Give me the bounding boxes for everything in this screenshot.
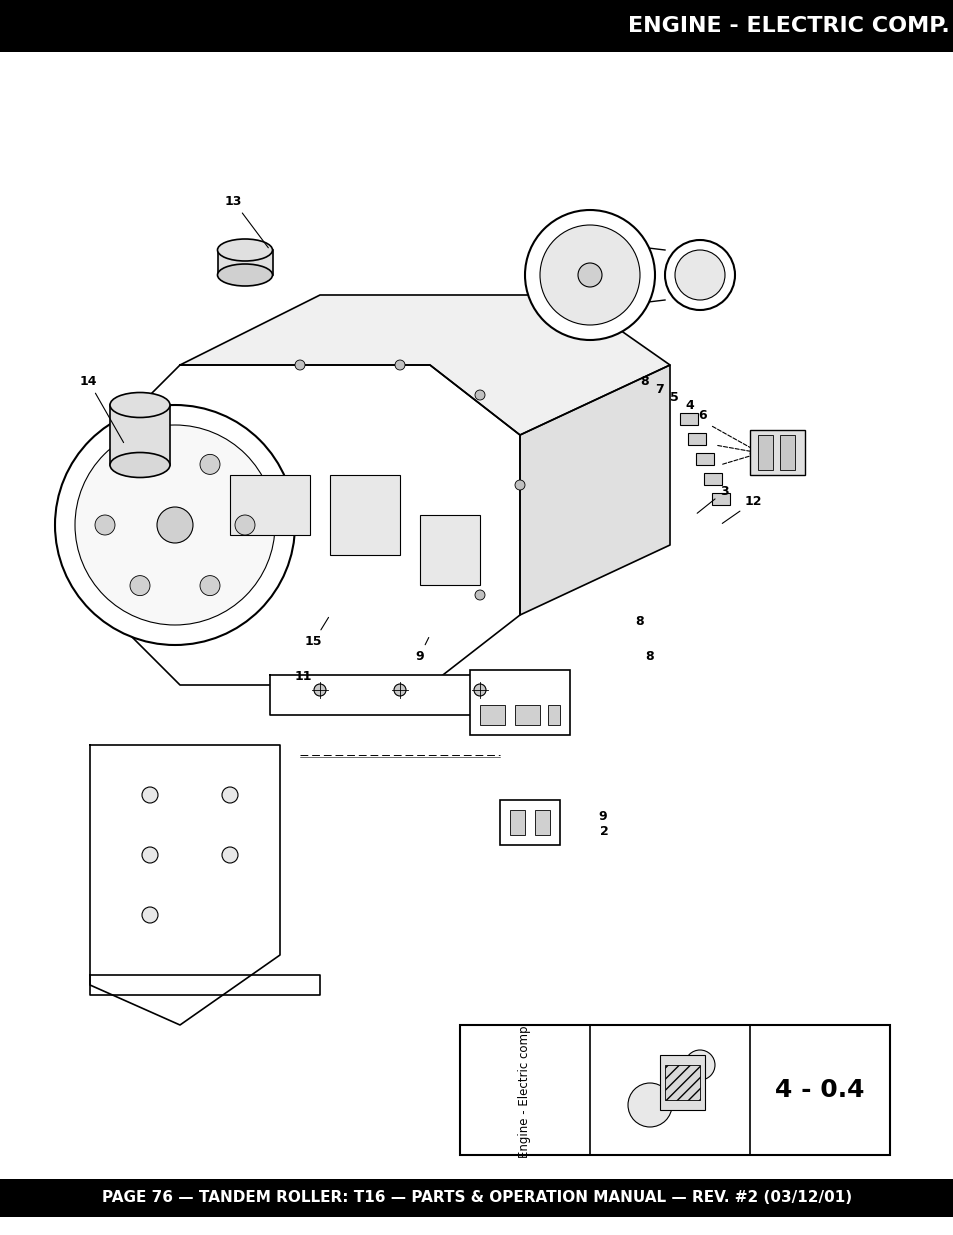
Bar: [218, 249, 273, 275]
Bar: [664, 1065, 700, 1100]
Circle shape: [664, 240, 734, 310]
Text: 8: 8: [644, 650, 653, 663]
Polygon shape: [90, 974, 319, 995]
Text: 2: 2: [599, 825, 608, 839]
Circle shape: [130, 454, 150, 474]
Bar: [0, 0, 953, 52]
Bar: [780, 435, 794, 471]
Circle shape: [578, 263, 601, 287]
Bar: [230, 475, 310, 535]
Ellipse shape: [217, 264, 273, 287]
Text: Engine - Electric comp.: Engine - Electric comp.: [518, 1021, 531, 1158]
Text: 9: 9: [415, 637, 428, 663]
Circle shape: [314, 684, 326, 697]
Text: 11: 11: [294, 671, 313, 683]
Circle shape: [222, 847, 237, 863]
Circle shape: [142, 787, 158, 803]
Circle shape: [55, 405, 294, 645]
Circle shape: [294, 359, 305, 370]
Polygon shape: [519, 366, 669, 615]
Circle shape: [475, 590, 484, 600]
Bar: [659, 1055, 704, 1110]
Text: 12: 12: [721, 495, 761, 524]
Bar: [703, 473, 721, 485]
Text: 13: 13: [225, 195, 268, 248]
Text: 14: 14: [80, 375, 124, 442]
Circle shape: [130, 576, 150, 595]
Circle shape: [474, 684, 485, 697]
Text: 5: 5: [669, 391, 678, 404]
Ellipse shape: [110, 452, 170, 478]
Circle shape: [627, 1083, 671, 1128]
Text: 6: 6: [698, 409, 706, 422]
Circle shape: [75, 425, 274, 625]
Bar: [0, 1179, 953, 1216]
Circle shape: [157, 508, 193, 543]
Circle shape: [475, 390, 484, 400]
Bar: [510, 810, 524, 835]
Circle shape: [394, 684, 406, 697]
Bar: [758, 435, 772, 471]
Ellipse shape: [110, 393, 170, 417]
Circle shape: [200, 454, 220, 474]
Text: 8: 8: [635, 615, 643, 629]
Circle shape: [222, 787, 237, 803]
Text: ENGINE - ELECTRIC COMP.: ENGINE - ELECTRIC COMP.: [628, 16, 949, 36]
Text: 3: 3: [697, 485, 728, 514]
Circle shape: [395, 359, 405, 370]
Circle shape: [142, 906, 158, 923]
Bar: [330, 475, 399, 555]
Bar: [687, 433, 705, 445]
Bar: [419, 515, 479, 585]
Bar: [679, 412, 698, 425]
Circle shape: [200, 576, 220, 595]
Bar: [499, 800, 559, 845]
Bar: [110, 405, 170, 466]
Circle shape: [675, 249, 724, 300]
Polygon shape: [130, 366, 519, 685]
Circle shape: [515, 480, 524, 490]
Circle shape: [142, 847, 158, 863]
Text: 4: 4: [684, 399, 693, 412]
Bar: [696, 453, 713, 466]
Text: 4 - 0.4: 4 - 0.4: [775, 1078, 863, 1102]
Bar: [547, 705, 559, 725]
Bar: [459, 1025, 889, 1155]
Text: 8: 8: [639, 375, 648, 388]
Bar: [535, 810, 550, 835]
Text: 15: 15: [305, 618, 328, 648]
Bar: [515, 705, 539, 725]
Bar: [711, 493, 729, 505]
Circle shape: [539, 225, 639, 325]
Bar: [749, 430, 804, 475]
Bar: [470, 671, 569, 735]
Bar: [479, 705, 504, 725]
Circle shape: [95, 515, 115, 535]
Text: PAGE 76 — TANDEM ROLLER: T16 — PARTS & OPERATION MANUAL — REV. #2 (03/12/01): PAGE 76 — TANDEM ROLLER: T16 — PARTS & O…: [102, 1191, 851, 1205]
Circle shape: [234, 515, 254, 535]
Circle shape: [684, 1050, 714, 1079]
Ellipse shape: [217, 240, 273, 261]
Polygon shape: [270, 676, 539, 715]
Polygon shape: [90, 745, 280, 1025]
Polygon shape: [180, 295, 669, 435]
Text: 7: 7: [655, 383, 663, 396]
Circle shape: [524, 210, 655, 340]
Text: 9: 9: [598, 810, 606, 823]
